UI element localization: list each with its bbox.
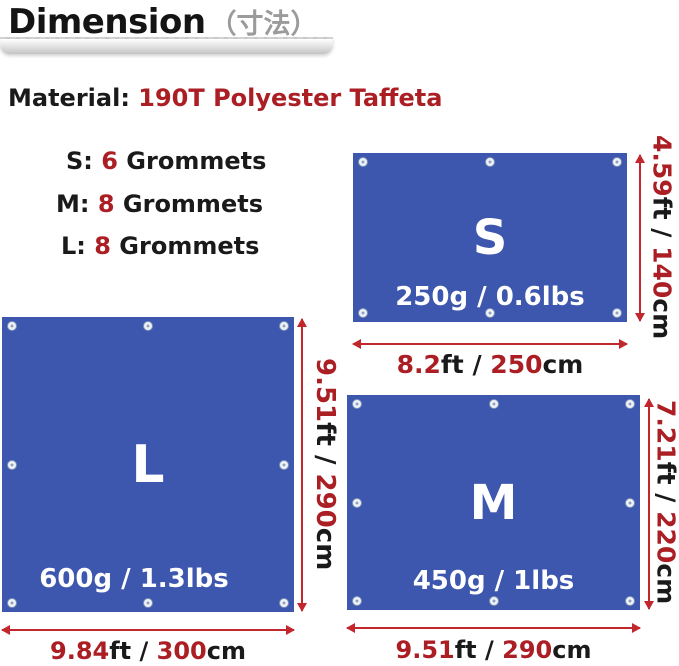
grommet-icon [485, 157, 495, 167]
grommet-icon [279, 459, 289, 470]
grommet-icon [485, 308, 495, 318]
grommet-icon [488, 399, 499, 409]
title-underline-band [0, 37, 333, 54]
width-dim-label-m: 9.51ft / 290cm [395, 636, 592, 664]
tarp-weight-label-s: 250g / 0.6lbs [395, 282, 585, 312]
grommet-word: Grommets [110, 232, 260, 260]
grommet-icon [358, 308, 368, 318]
grommet-word: Grommets [117, 147, 267, 175]
page-header: Dimension （寸法） [8, 2, 318, 42]
grommet-icon [488, 596, 499, 606]
material-label: Material: [8, 84, 139, 112]
grommet-icon [352, 497, 362, 508]
width-arrow-l [1, 625, 295, 635]
page-title: Dimension [8, 2, 206, 42]
tarp-size-label-s: S [472, 209, 508, 266]
grommet-word: Grommets [114, 190, 263, 218]
size-letter: M: [56, 190, 98, 218]
width-dim-label-s: 8.2ft / 250cm [396, 350, 584, 379]
height-arrow-s [635, 154, 645, 322]
tarp-size-label-m: M [469, 474, 518, 531]
grommet-icon [7, 598, 17, 608]
grommet-icon [279, 598, 289, 608]
grommet-count: 8 [94, 232, 111, 260]
tarp-size-l: L 600g / 1.3lbs [2, 317, 294, 612]
grommet-icon [625, 596, 635, 606]
grommet-icon [625, 497, 635, 508]
width-dim-label-l: 9.84ft / 300cm [50, 637, 246, 665]
tarp-weight-label-l: 600g / 1.3lbs [39, 564, 229, 594]
tarp-size-label-l: L [131, 434, 165, 495]
size-letter: S: [66, 147, 102, 175]
width-arrow-m [346, 623, 641, 633]
size-letter: L: [61, 232, 95, 260]
height-dim-label-s: 4.59ft / 140cm [647, 135, 677, 340]
height-dim-label-l: 9.51ft / 290cm [310, 358, 340, 571]
material-line: Material: 190T Polyester Taffeta [8, 84, 442, 112]
grommet-icon [7, 321, 17, 331]
grommet-icon [625, 399, 635, 409]
grommet-icon [612, 157, 622, 167]
grommet-count: 8 [97, 190, 115, 218]
grommet-icon [612, 308, 622, 318]
grommet-list-item-l: L: 8 Grommets [61, 232, 259, 260]
tarp-size-s: S 250g / 0.6lbs [353, 153, 627, 322]
tarp-size-m: M 450g / 1lbs [347, 395, 640, 610]
grommet-icon [352, 596, 362, 606]
grommet-count: 6 [101, 147, 118, 175]
width-arrow-s [352, 339, 628, 349]
page-title-jp: （寸法） [209, 9, 318, 40]
height-dim-label-m: 7.21ft / 220cm [651, 400, 679, 605]
grommet-icon [7, 459, 17, 470]
height-arrow-m [644, 398, 654, 610]
height-arrow-l [297, 318, 307, 612]
grommet-list-item-m: M: 8 Grommets [56, 190, 263, 218]
grommet-list-item-s: S: 6 Grommets [66, 147, 266, 175]
material-value: 190T Polyester Taffeta [138, 84, 443, 112]
grommet-icon [279, 321, 289, 331]
grommet-icon [358, 157, 368, 167]
grommet-icon [352, 399, 362, 409]
tarp-weight-label-m: 450g / 1lbs [412, 566, 575, 596]
grommet-icon [143, 598, 153, 608]
grommet-icon [143, 321, 153, 331]
